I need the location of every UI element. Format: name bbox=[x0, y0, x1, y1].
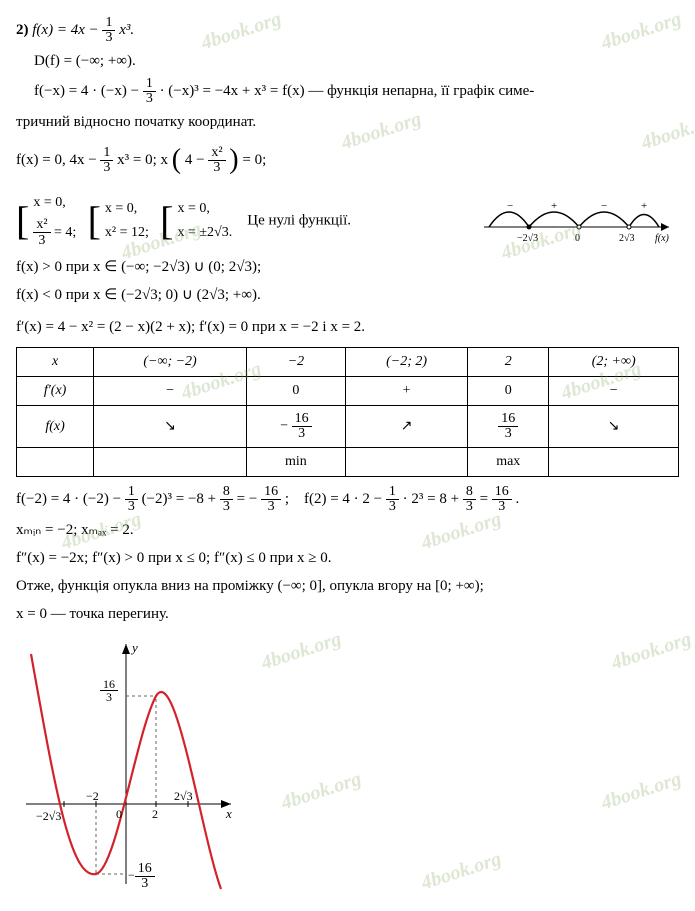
cases-row: [ x = 0, x²3 = 4; [ x = 0, x² = 12; [ x … bbox=[16, 191, 463, 251]
svg-text:0: 0 bbox=[116, 807, 122, 821]
analysis-table: x (−∞; −2) −2 (−2; 2) 2 (2; +∞) f′(x) − … bbox=[16, 347, 679, 477]
fn-head: f(x) = 4x − bbox=[32, 22, 102, 38]
problem-heading: 2) f(x) = 4x − 1 3 x³. bbox=[16, 16, 679, 45]
negative-intervals: f(x) < 0 при x ∈ (−2√3; 0) ∪ (2√3; +∞). bbox=[16, 283, 463, 307]
svg-text:2: 2 bbox=[152, 807, 158, 821]
svg-text:−2: −2 bbox=[86, 789, 99, 803]
svg-text:−2√3: −2√3 bbox=[36, 809, 61, 823]
svg-text:y: y bbox=[130, 640, 138, 655]
svg-text:−: − bbox=[601, 200, 607, 212]
second-derivative-line: f″(x) = −2x; f″(x) > 0 при x ≤ 0; f″(x) … bbox=[16, 546, 679, 570]
sign-diagram: − + − + −2√3 0 2√3 f(x) bbox=[479, 187, 679, 252]
odd-line1: f(−x) = 4 · (−x) − 13 · (−x)³ = −4x + x³… bbox=[16, 77, 679, 106]
positive-intervals: f(x) > 0 при x ∈ (−∞; −2√3) ∪ (0; 2√3); bbox=[16, 255, 463, 279]
table-row: min max bbox=[17, 448, 679, 477]
fn-tail: x³. bbox=[119, 22, 134, 38]
extrema-line: xₘᵢₙ = −2; xₘₐₓ = 2. bbox=[16, 518, 679, 542]
svg-text:−2√3: −2√3 bbox=[517, 233, 538, 244]
derivative-line: f′(x) = 4 − x² = (2 − x)(2 + x); f′(x) =… bbox=[16, 315, 679, 339]
svg-text:−: − bbox=[507, 200, 513, 212]
odd-line2: тричний відносно початку координат. bbox=[16, 110, 679, 134]
svg-text:f(x): f(x) bbox=[655, 233, 670, 244]
svg-text:2√3: 2√3 bbox=[174, 789, 193, 803]
table-row: f(x) ↘ − 163 ↗ 163 ↘ bbox=[17, 406, 679, 448]
convexity-line: Отже, функція опукла вниз на проміжку (−… bbox=[16, 574, 679, 598]
svg-text:x: x bbox=[225, 806, 232, 821]
table-row: f′(x) − 0 + 0 − bbox=[17, 377, 679, 406]
cases-tail: Це нулі функції. bbox=[247, 212, 351, 228]
svg-text:+: + bbox=[641, 200, 647, 212]
inflection-line: x = 0 — точка перегину. bbox=[16, 602, 679, 626]
svg-text:2√3: 2√3 bbox=[619, 233, 635, 244]
svg-text:+: + bbox=[551, 200, 557, 212]
f-at-minus2: f(−2) = 4 · (−2) − 13 (−2)³ = −8 + 83 = … bbox=[16, 485, 679, 514]
problem-number: 2) bbox=[16, 22, 29, 38]
svg-text:0: 0 bbox=[575, 233, 580, 244]
table-row: x (−∞; −2) −2 (−2; 2) 2 (2; +∞) bbox=[17, 348, 679, 377]
function-graph: y x −2√3 −2 0 2 2√3 16 3 − 16 3 bbox=[16, 634, 679, 899]
domain-line: D(f) = (−∞; +∞). bbox=[16, 49, 679, 73]
frac-1-3b: 13 bbox=[143, 77, 156, 106]
frac-1-3: 1 3 bbox=[102, 16, 115, 45]
zeros-line: f(x) = 0, 4x − 13 x³ = 0; x ( 4 − x²3 ) … bbox=[16, 138, 679, 183]
